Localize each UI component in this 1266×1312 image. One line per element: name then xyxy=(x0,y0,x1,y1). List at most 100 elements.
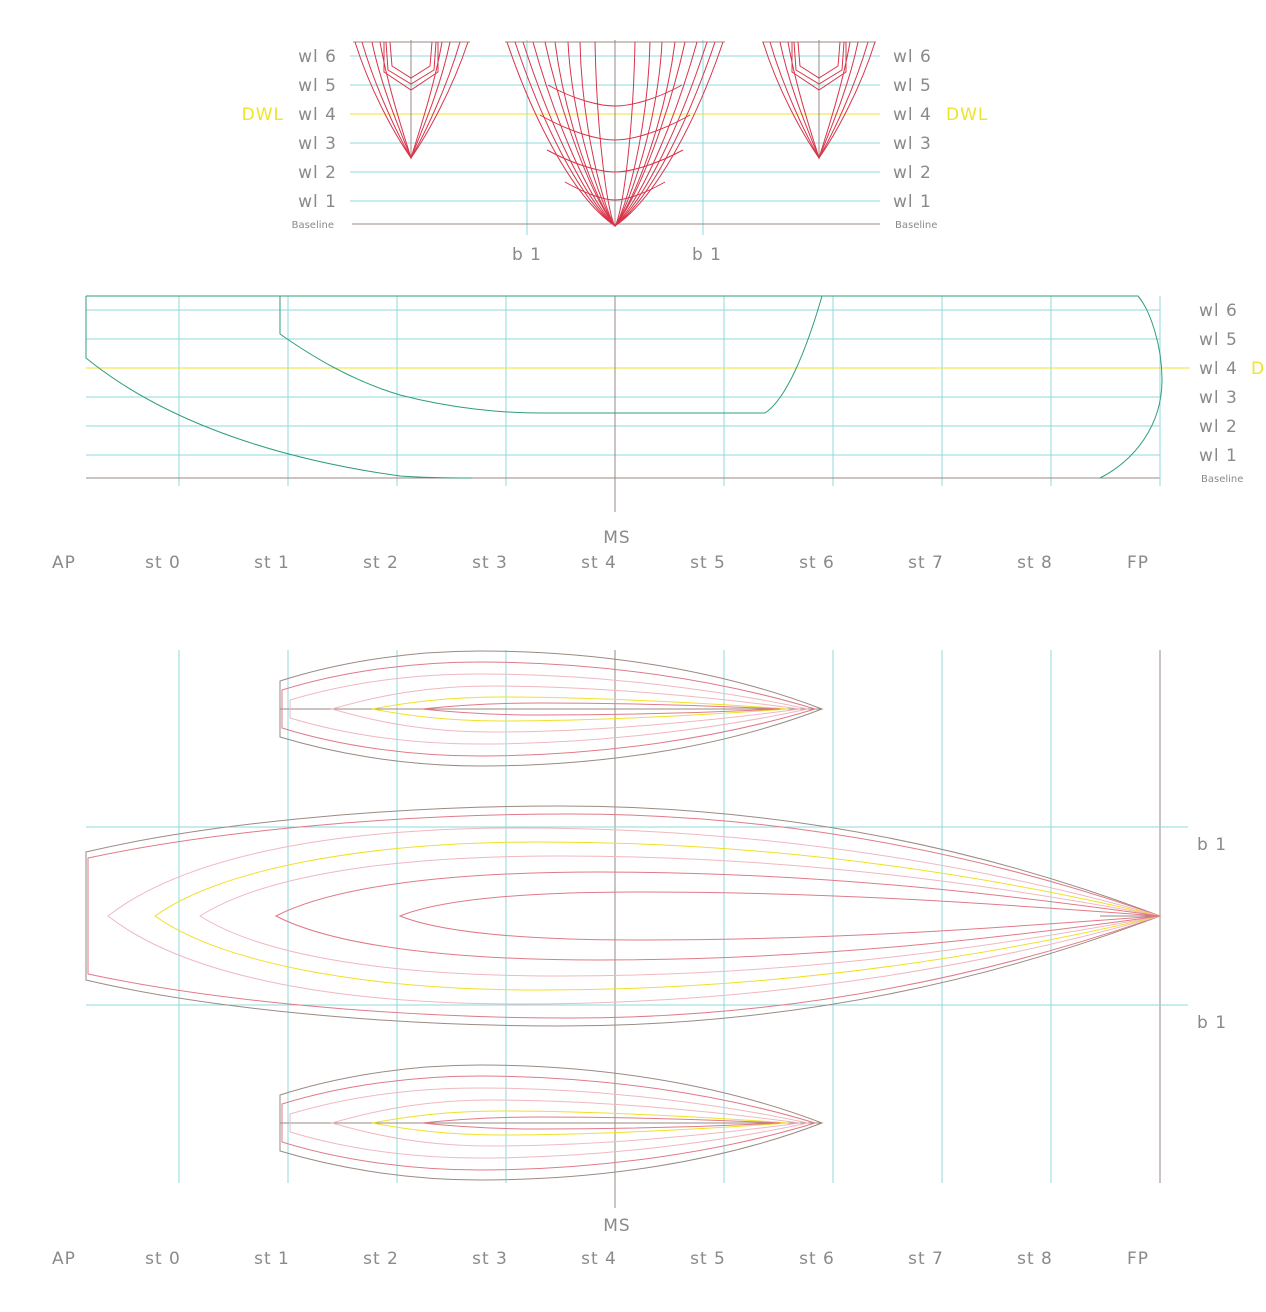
profile-station-label: st 0 xyxy=(145,553,181,573)
profile-hull-outline xyxy=(85,295,1163,479)
plan-station-label: st 6 xyxy=(799,1249,835,1269)
plan-station-label: st 4 xyxy=(581,1249,617,1269)
plan-station-label: st 8 xyxy=(1017,1249,1053,1269)
lower-hull-wl5 xyxy=(281,1075,817,1171)
body-right-wl2-label: wl 2 xyxy=(893,163,932,183)
profile-main-hull xyxy=(85,295,1163,479)
plan-station-label: st 7 xyxy=(908,1249,944,1269)
plan-station-labels: AP st 0 st 1 st 2 st 3 st 4 st 5 st 6 st… xyxy=(52,1249,1149,1269)
body-buttock-right-label: b 1 xyxy=(692,245,722,265)
profile-station-label: st 2 xyxy=(363,553,399,573)
main-hull-wl1 xyxy=(398,891,1161,941)
main-hull-outline xyxy=(85,805,1162,1027)
profile-station-label: st 3 xyxy=(472,553,508,573)
lower-hull-wl4 xyxy=(289,1087,809,1159)
plan-station-label: AP xyxy=(52,1249,76,1269)
main-hull-wl5 xyxy=(107,827,1162,1005)
body-right-wl1-label: wl 1 xyxy=(893,192,932,212)
left-section-6 xyxy=(389,41,433,79)
body-right-wl6-label: wl 6 xyxy=(893,47,932,67)
body-plan-labels-right: wl 6 wl 5 wl 4 wl 3 wl 2 wl 1 DWL Baseli… xyxy=(893,47,988,231)
profile-wl4-label: wl 4 xyxy=(1199,359,1238,379)
main-hull-wl3 xyxy=(199,855,1161,977)
right-section-5 xyxy=(793,41,845,85)
profile-ms-label: MS xyxy=(603,528,630,548)
profile-wl3-label: wl 3 xyxy=(1199,388,1238,408)
body-left-hull-sections xyxy=(354,41,469,160)
main-hull-wl2 xyxy=(274,871,1161,961)
lower-hull-outline xyxy=(279,1064,824,1181)
plan-ms-label: MS xyxy=(603,1216,630,1236)
upper-hull-wl2 xyxy=(421,702,781,716)
profile-wl1-label: wl 1 xyxy=(1199,446,1238,466)
lower-hull-dwl xyxy=(371,1110,789,1136)
plan-station-label: st 5 xyxy=(690,1249,726,1269)
body-right-wl5-label: wl 5 xyxy=(893,76,932,96)
profile-wl6-label: wl 6 xyxy=(1199,301,1238,321)
plan-buttock-upper-label: b 1 xyxy=(1197,835,1227,855)
body-left-wl3-label: wl 3 xyxy=(298,134,337,154)
profile-dwl-label: D' xyxy=(1251,359,1266,379)
body-right-wl3-label: wl 3 xyxy=(893,134,932,154)
profile-station-label: FP xyxy=(1127,553,1149,573)
main-hull-wl6 xyxy=(87,813,1162,1019)
left-section-5 xyxy=(385,41,437,85)
body-right-wl4-label: wl 4 xyxy=(893,105,932,125)
body-left-baseline-label: Baseline xyxy=(292,220,334,231)
main-wl3-arc xyxy=(539,114,691,141)
body-right-hull-sections xyxy=(762,41,876,160)
main-wl1-arc xyxy=(564,181,666,201)
body-left-wl1-label: wl 1 xyxy=(298,192,337,212)
left-section-7 xyxy=(383,42,439,91)
lower-hull-wl2 xyxy=(421,1116,781,1130)
profile-wl5-label: wl 5 xyxy=(1199,330,1238,350)
body-right-baseline-label: Baseline xyxy=(895,220,937,231)
body-left-wl6-label: wl 6 xyxy=(298,47,337,67)
profile-station-label: st 4 xyxy=(581,553,617,573)
profile-station-labels: AP st 0 st 1 st 2 st 3 st 4 st 5 st 6 st… xyxy=(52,553,1149,573)
profile-view: wl 6 wl 5 wl 4 D' wl 3 wl 2 wl 1 Baselin… xyxy=(52,295,1266,573)
profile-station-label: st 7 xyxy=(908,553,944,573)
profile-waterlines xyxy=(86,309,1160,456)
upper-hull-outline xyxy=(279,650,824,767)
profile-wl2-label: wl 2 xyxy=(1199,417,1238,437)
body-left-wl2-label: wl 2 xyxy=(298,163,337,183)
upper-hull-wl3 xyxy=(330,685,801,733)
body-buttock-left-label: b 1 xyxy=(512,245,542,265)
upper-hull-wl5 xyxy=(281,661,817,757)
main-section-9 xyxy=(594,41,636,227)
upper-hull-dwl xyxy=(371,696,789,722)
plan-lower-side-hull xyxy=(279,1064,824,1181)
plan-station-label: st 0 xyxy=(145,1249,181,1269)
body-right-dwl-label: DWL xyxy=(946,105,988,125)
body-left-wl5-label: wl 5 xyxy=(298,76,337,96)
left-section-4 xyxy=(379,41,443,160)
plan-main-hull xyxy=(85,805,1162,1027)
main-hull-dwl xyxy=(154,841,1161,991)
main-wl4-arc xyxy=(547,84,683,107)
upper-hull-wl4 xyxy=(289,673,809,745)
profile-station-label: st 6 xyxy=(799,553,835,573)
body-plan-labels-left: wl 6 wl 5 wl 4 wl 3 wl 2 wl 1 DWL Baseli… xyxy=(242,47,337,231)
right-section-6 xyxy=(797,41,841,79)
profile-station-label: st 8 xyxy=(1017,553,1053,573)
body-plan: wl 6 wl 5 wl 4 wl 3 wl 2 wl 1 DWL Baseli… xyxy=(242,40,988,265)
main-wl2-arc xyxy=(546,149,684,173)
profile-station-lines xyxy=(178,296,1052,486)
profile-side-hull xyxy=(279,295,823,414)
profile-station-label: AP xyxy=(52,553,76,573)
lower-hull-wl3 xyxy=(330,1099,801,1147)
plan-station-label: st 3 xyxy=(472,1249,508,1269)
right-section-4 xyxy=(787,41,851,160)
right-section-7 xyxy=(791,42,847,91)
body-main-hull-sections xyxy=(506,41,724,227)
plan-upper-side-hull xyxy=(279,650,824,767)
profile-station-label: st 1 xyxy=(254,553,290,573)
plan-buttock-lower-label: b 1 xyxy=(1197,1013,1227,1033)
body-left-wl4-label: wl 4 xyxy=(298,105,337,125)
body-left-dwl-label: DWL xyxy=(242,105,284,125)
plan-station-label: st 2 xyxy=(363,1249,399,1269)
plan-station-label: FP xyxy=(1127,1249,1149,1269)
plan-station-label: st 1 xyxy=(254,1249,290,1269)
